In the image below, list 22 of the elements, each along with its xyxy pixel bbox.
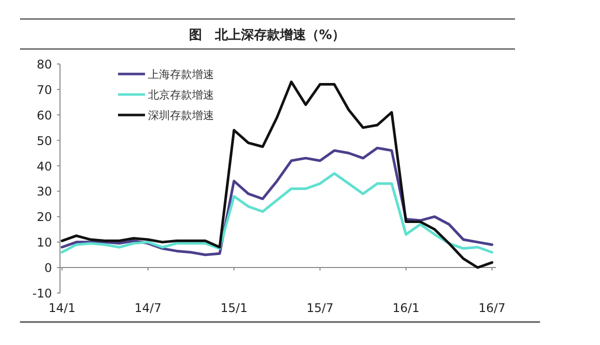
y-tick-label: 60	[36, 108, 52, 122]
legend-label: 北京存款增速	[148, 88, 214, 102]
x-tick-label: 16/1	[392, 301, 420, 315]
legend-label: 上海存款增速	[148, 68, 214, 81]
x-tick-label: 15/7	[306, 301, 334, 315]
y-tick-label: 70	[36, 82, 52, 97]
line-series	[60, 172, 494, 254]
y-tick-label: 40	[36, 159, 52, 174]
legend-label: 深圳存款增速	[148, 109, 214, 122]
chart-title: 图 北上深存款增速（%）	[188, 28, 346, 43]
x-tick-label: 15/1	[220, 301, 248, 315]
x-tick-label: 14/1	[48, 301, 76, 315]
y-tick-label: 50	[36, 134, 52, 148]
y-tick-label: 0	[44, 261, 52, 276]
x-tick-label: 14/7	[134, 301, 162, 315]
y-tick-label: 10	[36, 236, 52, 250]
y-tick-label: 80	[36, 58, 52, 72]
line-series	[60, 80, 494, 269]
y-tick-label: -10	[32, 286, 52, 300]
y-tick-label: 30	[36, 184, 52, 199]
y-tick-label: 20	[36, 210, 52, 224]
x-tick-label: 16/7	[478, 301, 506, 315]
